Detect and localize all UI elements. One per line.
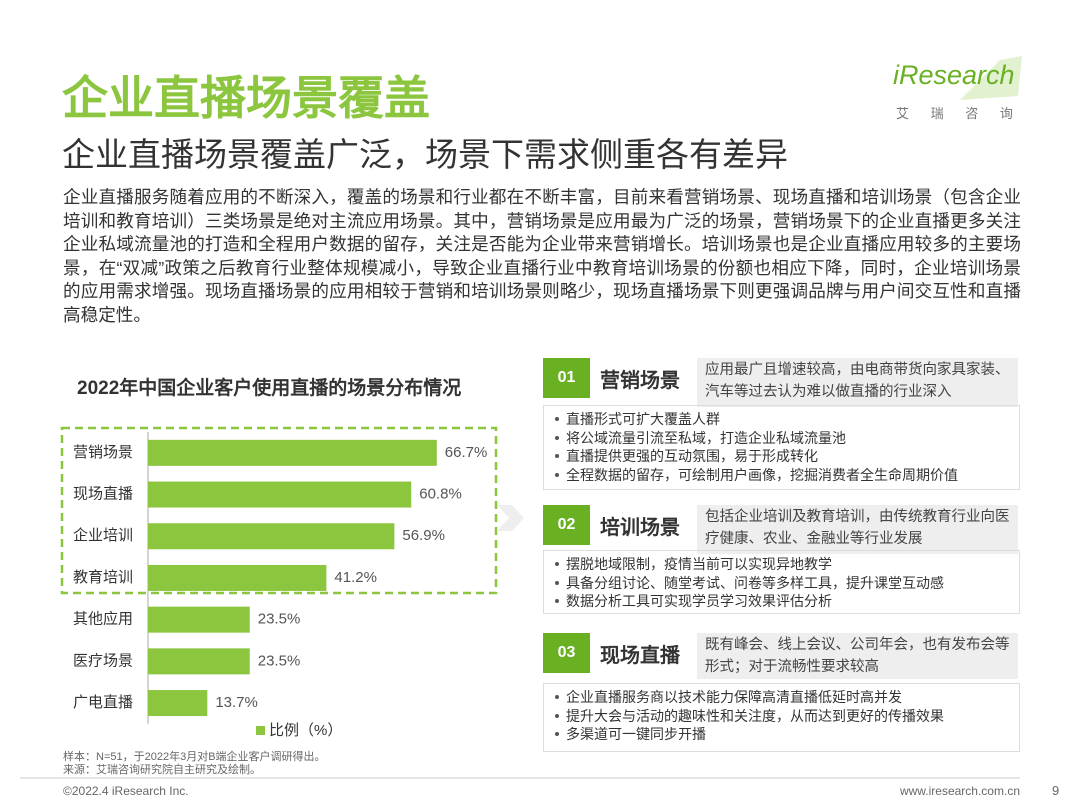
note: 样本：N=51，于2022年3月对B端企业客户调研得出。 <box>63 751 326 763</box>
note: 来源：艾瑞咨询研究院自主研究及绘制。 <box>63 764 261 776</box>
point: 全程数据的留存，可绘制用户画像，挖掘消费者全生命周期价值 <box>552 466 1011 485</box>
point: 摆脱地域限制，疫情当前可以实现异地教学 <box>552 555 1011 574</box>
value-label: 13.7% <box>215 694 258 711</box>
intro: 企业直播服务随着应用的不断深入，覆盖的场景和行业都在不断丰富，目前来看营销场景、… <box>63 187 1021 325</box>
point: 企业直播服务商以技术能力保障高清直播低延时高并发 <box>552 688 1011 707</box>
arrow <box>497 505 524 531</box>
title: 企业直播场景覆盖 <box>62 72 430 124</box>
scenario-title: 营销场景 <box>600 370 680 392</box>
legend-swatch <box>256 726 265 735</box>
category-label: 现场直播 <box>73 486 133 503</box>
category-label: 广电直播 <box>73 694 133 711</box>
scenario-title: 现场直播 <box>600 645 680 667</box>
logo-swoosh <box>960 56 1022 100</box>
point: 直播提供更强的互动氛围，易于形成转化 <box>552 447 1011 466</box>
value-label: 41.2% <box>334 569 377 586</box>
category-label: 医疗场景 <box>73 652 133 669</box>
bar <box>148 439 437 466</box>
point: 具备分组讨论、随堂考试、问卷等多样工具，提升课堂互动感 <box>552 574 1011 593</box>
scenario-description: 既有峰会、线上会议、公司年会，也有发布会等形式；对于流畅性要求较高 <box>697 633 1018 679</box>
point: 直播形式可扩大覆盖人群 <box>552 410 1011 429</box>
point: 将公域流量引流至私域，打造企业私域流量池 <box>552 429 1011 448</box>
bar <box>148 481 412 508</box>
scenario-number: 02 <box>543 505 590 545</box>
bar <box>148 648 250 675</box>
value-label: 23.5% <box>258 652 301 669</box>
bar <box>148 564 327 591</box>
value-label: 23.5% <box>258 611 301 628</box>
legend-label: 比例（%） <box>269 722 342 739</box>
value-label: 66.7% <box>445 444 488 461</box>
value-label: 56.9% <box>402 527 445 544</box>
url: www.iresearch.com.cn <box>899 784 1020 798</box>
bar <box>148 606 250 633</box>
category-label: 营销场景 <box>73 444 133 461</box>
scenario-description: 应用最广且增速较高，由电商带货向家具家装、汽车等过去认为难以做直播的行业深入 <box>697 358 1018 407</box>
scenario-points: 摆脱地域限制，疫情当前可以实现异地教学 具备分组讨论、随堂考试、问卷等多样工具，提… <box>543 550 1020 614</box>
scenario-description: 包括企业培训及教育培训，由传统教育行业向医疗健康、农业、金融业等行业发展 <box>697 505 1018 554</box>
point: 提升大会与活动的趣味性和关注度，从而达到更好的传播效果 <box>552 707 1011 726</box>
category-label: 企业培训 <box>73 526 133 544</box>
scenario-title: 培训场景 <box>600 517 680 539</box>
point: 数据分析工具可实现学员学习效果评估分析 <box>552 592 1011 611</box>
scenario-number: 01 <box>543 358 590 398</box>
page-number: 9 <box>1052 783 1060 798</box>
scenario-points: 直播形式可扩大覆盖人群 将公域流量引流至私域，打造企业私域流量池 直播提供更强的互动… <box>543 405 1020 490</box>
scenario-number: 03 <box>543 633 590 673</box>
bar <box>148 690 208 717</box>
subtitle: 企业直播场景覆盖广泛，场景下需求侧重各有差异 <box>62 136 788 173</box>
category-label: 教育培训 <box>73 569 133 586</box>
copyright: ©2022.4 iResearch Inc. <box>63 784 189 798</box>
point: 多渠道可一键同步开播 <box>552 725 1011 744</box>
bar <box>148 523 395 550</box>
logo-sub: 艾 瑞 咨 询 <box>896 106 1022 121</box>
value-label: 60.8% <box>419 486 462 503</box>
category-label: 其他应用 <box>73 610 133 628</box>
chart-title: 2022年中国企业客户使用直播的场景分布情况 <box>77 378 462 399</box>
scenario-points: 企业直播服务商以技术能力保障高清直播低延时高并发 提升大会与活动的趣味性和关注度，… <box>543 683 1020 752</box>
logo: iResearch <box>893 60 1015 90</box>
